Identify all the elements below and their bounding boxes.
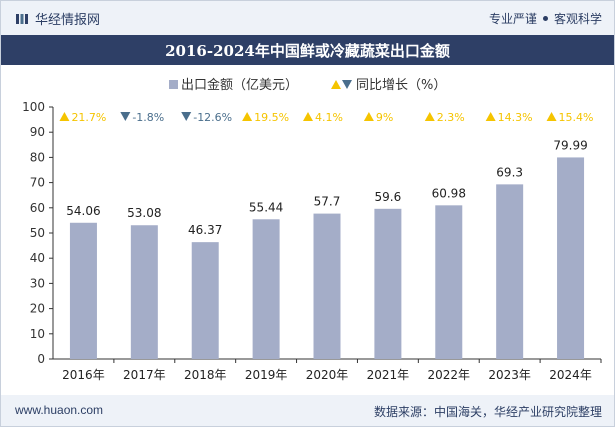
x-tick-label: 2023年 [488, 368, 531, 382]
brand-logo-icon [16, 13, 28, 24]
y-tick-label: 20 [30, 302, 45, 316]
growth-value-label: 9% [376, 111, 393, 124]
x-tick-label: 2016年 [62, 368, 105, 382]
chart-title: 2016-2024年中国鲜或冷藏蔬菜出口金额 [165, 41, 450, 60]
bar [496, 184, 524, 359]
bar [191, 242, 219, 359]
y-tick-label: 100 [22, 100, 45, 114]
x-tick-label: 2021年 [367, 368, 410, 382]
x-tick-label: 2022年 [428, 368, 471, 382]
growth-value-label: 4.1% [315, 111, 343, 124]
up-triangle-icon [303, 112, 313, 121]
up-triangle-icon [242, 112, 253, 121]
growth-value-label: 15.4% [559, 111, 594, 124]
y-tick-label: 10 [30, 327, 45, 341]
up-triangle-icon [363, 112, 374, 121]
y-tick-label: 40 [30, 251, 45, 265]
legend-up-triangle-icon [331, 80, 341, 89]
bar [374, 208, 402, 359]
bar [69, 222, 97, 359]
y-tick-label: 60 [30, 201, 45, 215]
bar [252, 219, 280, 359]
growth-value-label: -1.8% [132, 111, 164, 124]
y-axis-ticks: 0 10 20 30 40 50 60 70 80 90 100 [22, 100, 53, 366]
x-tick-label: 2020年 [306, 368, 349, 382]
growth-labels: 21.7% -1.8% -12.6% 19.5% 4.1% 9% 2.3% 14.3% 15.4… [59, 111, 594, 124]
bar-value-label: 60.98 [432, 186, 466, 200]
bar-value-label: 57.7 [314, 195, 341, 209]
footer-banner: www.huaon.com 数据来源：中国海关，华经产业研究院整理 [1, 395, 614, 426]
top-banner: 华经情报网 专业严谨 客观科学 [1, 1, 614, 35]
bar [130, 225, 158, 359]
growth-value-label: 14.3% [498, 111, 533, 124]
x-tick-label: 2017年 [123, 368, 166, 382]
y-tick-label: 0 [37, 352, 45, 366]
bars: 54.06 53.08 46.37 55.44 57.7 59.6 60.98 69.3 79.… [66, 138, 588, 359]
tag-professional: 专业严谨 [488, 12, 537, 26]
y-tick-label: 80 [30, 150, 45, 164]
down-triangle-icon [181, 112, 192, 121]
bar [557, 157, 585, 359]
up-triangle-icon [424, 112, 435, 121]
bar [313, 213, 341, 359]
legend-label-growth: 同比增长（%） [356, 78, 446, 93]
x-tick-label: 2019年 [245, 368, 288, 382]
bar [435, 205, 463, 359]
growth-value-label: 2.3% [437, 111, 465, 124]
bar-value-label: 59.6 [375, 190, 402, 204]
bar-value-label: 69.3 [496, 165, 523, 179]
separator-dot-icon [542, 16, 548, 21]
legend-label-amount: 出口金额（亿美元） [181, 77, 298, 93]
tag-objective: 客观科学 [553, 12, 602, 26]
bar-value-label: 54.06 [66, 204, 100, 218]
x-tick-label: 2018年 [184, 368, 227, 382]
growth-value-label: 19.5% [254, 111, 289, 124]
bar-value-label: 53.08 [127, 206, 161, 220]
y-tick-label: 50 [30, 226, 45, 240]
legend-down-triangle-icon [342, 80, 352, 89]
up-triangle-icon [546, 112, 557, 121]
growth-value-label: -12.6% [193, 111, 232, 124]
y-tick-label: 30 [30, 276, 45, 290]
growth-value-label: 21.7% [71, 111, 106, 124]
up-triangle-icon [59, 112, 70, 121]
legend-swatch-amount [169, 80, 178, 89]
y-tick-label: 90 [30, 125, 45, 139]
brand: 华经情报网 [15, 9, 100, 28]
footer-url: www.huaon.com [15, 403, 104, 417]
up-triangle-icon [485, 112, 496, 121]
header-tags: 专业严谨 客观科学 [489, 10, 602, 27]
bar-value-label: 55.44 [249, 200, 283, 214]
x-axis-labels: 2016年 2017年 2018年 2019年 2020年 2021年 2022年 2023年… [62, 359, 602, 382]
bar-value-label: 79.99 [553, 138, 587, 152]
x-tick-label: 2024年 [549, 368, 592, 382]
y-tick-label: 70 [30, 176, 45, 190]
bar-chart: 出口金额（亿美元） 同比增长（%） 0 10 20 30 40 50 60 70 80 90 100… [22, 77, 602, 382]
footer-source: 数据来源：中国海关，华经产业研究院整理 [373, 405, 602, 419]
down-triangle-icon [120, 112, 131, 121]
brand-name: 华经情报网 [35, 13, 101, 28]
title-bar: 2016-2024年中国鲜或冷藏蔬菜出口金额 [1, 35, 614, 65]
legend: 出口金额（亿美元） 同比增长（%） [169, 77, 446, 93]
bar-value-label: 46.37 [188, 223, 222, 237]
